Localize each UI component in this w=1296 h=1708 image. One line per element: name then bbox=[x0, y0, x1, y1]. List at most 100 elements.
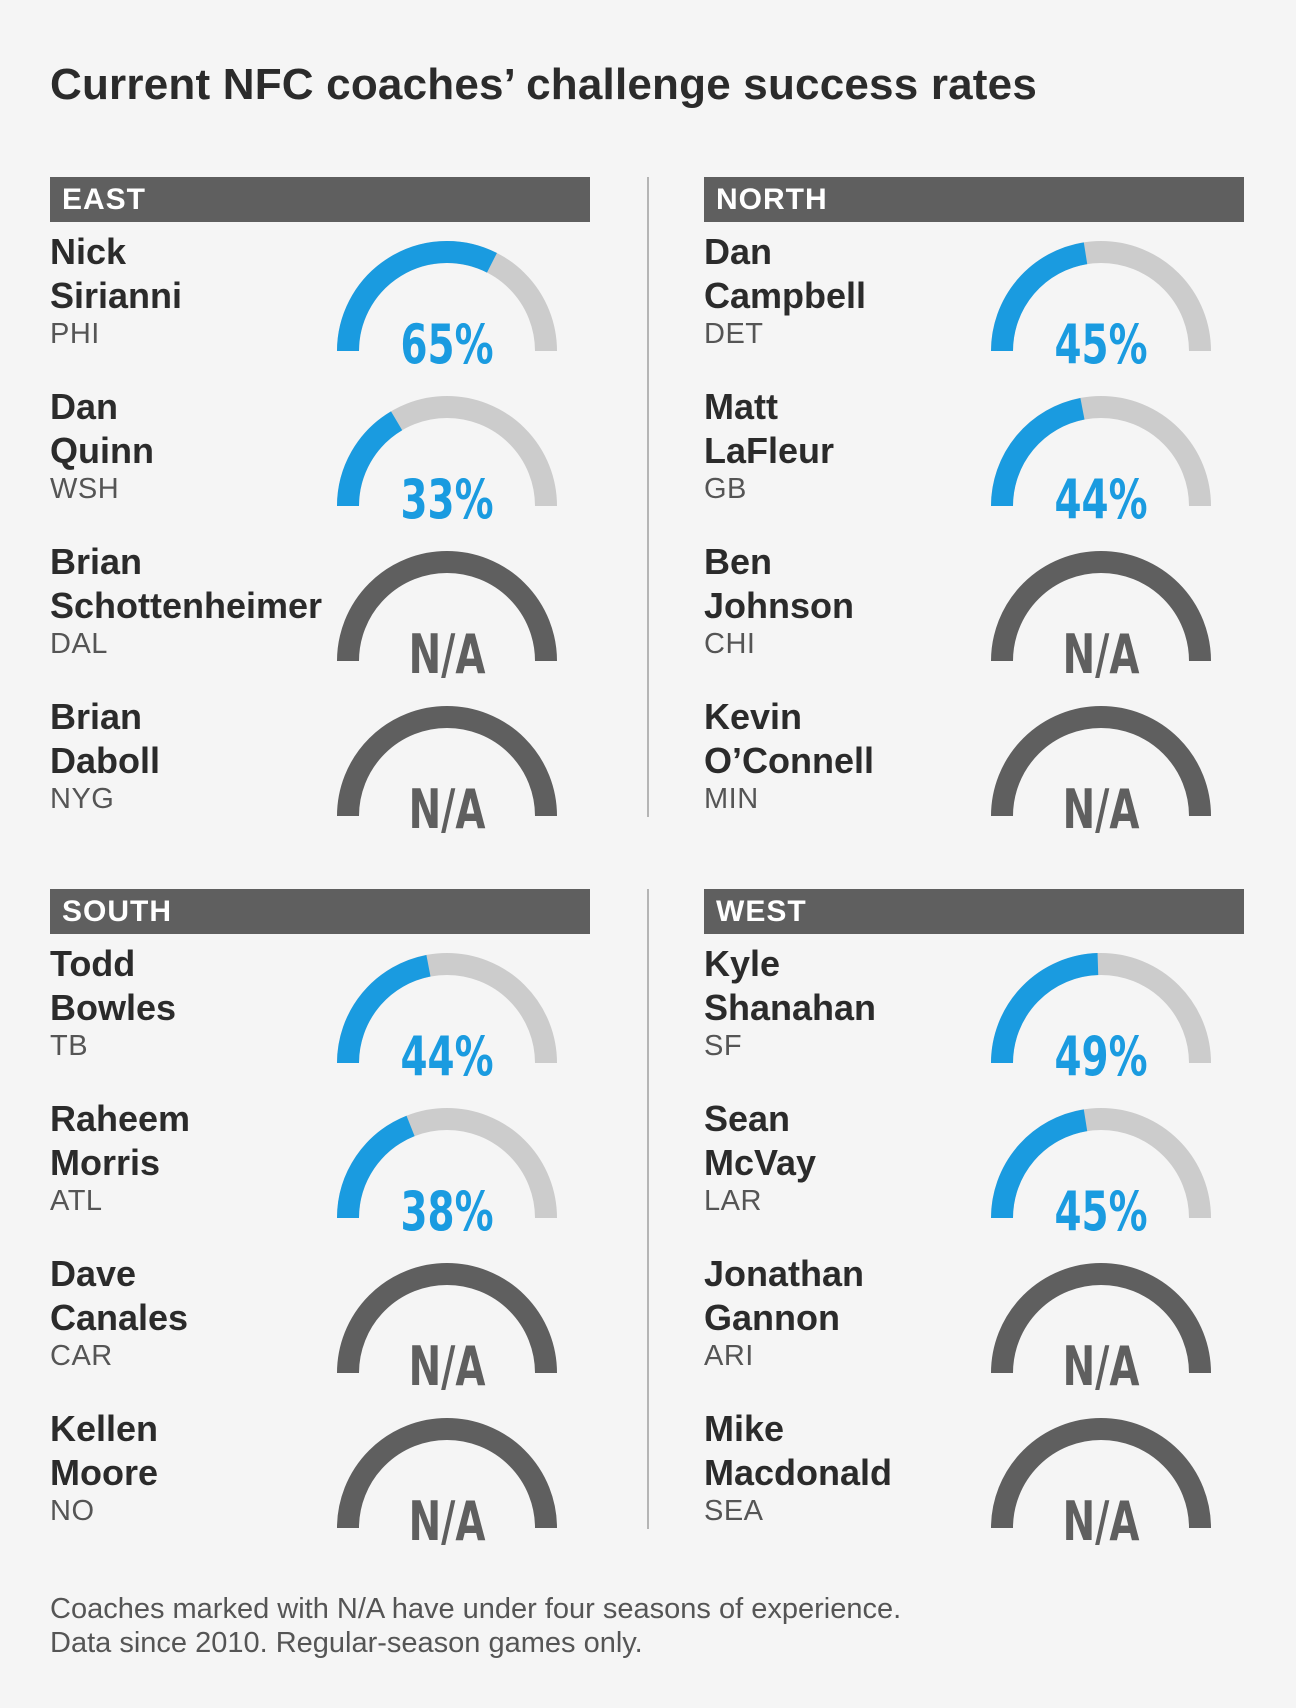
coach-first-name: Dave bbox=[50, 1253, 137, 1294]
gauge-value-label: 45% bbox=[1054, 1181, 1147, 1244]
gauge-value-arc bbox=[991, 242, 1088, 352]
coach-last-name: Schottenheimer bbox=[50, 585, 323, 626]
gauge-value-arc bbox=[991, 1109, 1088, 1219]
coach-team: SF bbox=[704, 1030, 743, 1062]
coach-name: Dave Canales bbox=[50, 1252, 188, 1340]
gauge-value-label: N/A bbox=[1063, 779, 1140, 842]
gauge-value-arc bbox=[991, 953, 1099, 1064]
coach-first-name: Kyle bbox=[704, 943, 781, 984]
gauge-value-label: N/A bbox=[1063, 624, 1140, 687]
coach-first-name: Brian bbox=[50, 696, 143, 737]
gauge-value-arc bbox=[337, 1115, 415, 1219]
coach-team: LAR bbox=[704, 1185, 762, 1217]
coach-team: ATL bbox=[50, 1185, 103, 1217]
coach-team: GB bbox=[704, 473, 747, 505]
gauge-chart: 49% bbox=[991, 953, 1211, 1089]
coach-first-name: Todd bbox=[50, 943, 136, 984]
coach-last-name: LaFleur bbox=[704, 430, 835, 471]
coach-name: Brian Daboll bbox=[50, 695, 160, 783]
gauge-na-arc bbox=[337, 1263, 557, 1374]
coach-first-name: Kevin bbox=[704, 696, 803, 737]
coach-team: ARI bbox=[704, 1340, 754, 1372]
coach-last-name: Morris bbox=[50, 1142, 161, 1183]
gauge-value-arc bbox=[337, 241, 497, 352]
coach-last-name: Macdonald bbox=[704, 1452, 893, 1493]
gauge-chart: N/A bbox=[991, 551, 1211, 687]
gauge-value-label: 44% bbox=[1054, 469, 1147, 532]
coach-last-name: Bowles bbox=[50, 987, 177, 1028]
gauge-chart: N/A bbox=[337, 706, 557, 842]
footnote-line-2: Data since 2010. Regular-season games on… bbox=[50, 1627, 643, 1659]
coach-first-name: Dan bbox=[704, 231, 773, 272]
gauge-value-label: N/A bbox=[1063, 1491, 1140, 1554]
coach-name: Ben Johnson bbox=[704, 540, 854, 628]
gauge-value-label: N/A bbox=[409, 624, 486, 687]
coach-team: MIN bbox=[704, 783, 759, 815]
coach-row: Mike Macdonald SEA N/A bbox=[704, 1399, 1244, 1554]
coach-name: Dan Campbell bbox=[704, 230, 866, 318]
footnote: Coaches marked with N/A have under four … bbox=[50, 1592, 901, 1660]
coach-team: WSH bbox=[50, 473, 120, 505]
coach-first-name: Nick bbox=[50, 231, 127, 272]
coach-first-name: Ben bbox=[704, 541, 773, 582]
division-header: WEST bbox=[704, 889, 1244, 934]
coach-last-name: Gannon bbox=[704, 1297, 840, 1338]
gauge-na-arc bbox=[337, 551, 557, 662]
coach-last-name: Daboll bbox=[50, 740, 161, 781]
coach-row: Nick Sirianni PHI 65% bbox=[50, 222, 590, 377]
coach-last-name: Canales bbox=[50, 1297, 189, 1338]
gauge-chart: N/A bbox=[337, 1263, 557, 1399]
gauge-na-arc bbox=[337, 1418, 557, 1529]
gauge-chart: 65% bbox=[337, 241, 557, 377]
gauge-value-label: 33% bbox=[400, 469, 493, 532]
coach-row: Brian Schottenheimer DAL N/A bbox=[50, 532, 590, 687]
coach-team: DAL bbox=[50, 628, 108, 660]
gauge-na-arc bbox=[337, 706, 557, 817]
coach-name: Mike Macdonald bbox=[704, 1407, 892, 1495]
division-header: EAST bbox=[50, 177, 590, 222]
gauge-value-arc bbox=[337, 411, 403, 507]
coach-row: Raheem Morris ATL 38% bbox=[50, 1089, 590, 1244]
footnote-line-1: Coaches marked with N/A have under four … bbox=[50, 1593, 902, 1625]
coach-row: Todd Bowles TB 44% bbox=[50, 934, 590, 1089]
coach-team: NYG bbox=[50, 783, 115, 815]
coach-team: PHI bbox=[50, 318, 100, 350]
coach-row: Kellen Moore NO N/A bbox=[50, 1399, 590, 1554]
gauge-value-label: N/A bbox=[409, 779, 486, 842]
gauge-value-label: 49% bbox=[1054, 1026, 1147, 1089]
coach-team: SEA bbox=[704, 1495, 764, 1527]
division-north: NORTH Dan Campbell DET 45% Matt LaFleur GB 44% Be… bbox=[704, 177, 1244, 842]
coach-first-name: Mike bbox=[704, 1408, 785, 1449]
coach-first-name: Dan bbox=[50, 386, 119, 427]
coach-row: Dan Campbell DET 45% bbox=[704, 222, 1244, 377]
coach-last-name: Quinn bbox=[50, 430, 154, 471]
coach-team: CAR bbox=[50, 1340, 113, 1372]
column-divider-top bbox=[647, 177, 649, 817]
gauge-chart: 33% bbox=[337, 396, 557, 532]
gauge-value-arc bbox=[337, 954, 431, 1064]
coach-last-name: O’Connell bbox=[704, 740, 874, 781]
coach-row: Dan Quinn WSH 33% bbox=[50, 377, 590, 532]
gauge-chart: N/A bbox=[337, 1418, 557, 1554]
coach-row: Ben Johnson CHI N/A bbox=[704, 532, 1244, 687]
coach-first-name: Raheem bbox=[50, 1098, 191, 1139]
gauge-value-label: 44% bbox=[400, 1026, 493, 1089]
gauge-value-label: N/A bbox=[1063, 1336, 1140, 1399]
coach-last-name: Campbell bbox=[704, 275, 867, 316]
coach-row: Brian Daboll NYG N/A bbox=[50, 687, 590, 842]
division-header: NORTH bbox=[704, 177, 1244, 222]
coach-team: NO bbox=[50, 1495, 95, 1527]
coach-row: Matt LaFleur GB 44% bbox=[704, 377, 1244, 532]
coach-name: Raheem Morris bbox=[50, 1097, 190, 1185]
coach-name: Matt LaFleur bbox=[704, 385, 834, 473]
coach-last-name: Sirianni bbox=[50, 275, 183, 316]
gauge-value-label: 38% bbox=[400, 1181, 493, 1244]
coach-first-name: Sean bbox=[704, 1098, 791, 1139]
coach-name: Dan Quinn bbox=[50, 385, 154, 473]
gauge-chart: 44% bbox=[991, 396, 1211, 532]
column-divider-bottom bbox=[647, 889, 649, 1529]
coach-first-name: Matt bbox=[704, 386, 778, 427]
coach-name: Kevin O’Connell bbox=[704, 695, 874, 783]
coach-name: Brian Schottenheimer bbox=[50, 540, 322, 628]
